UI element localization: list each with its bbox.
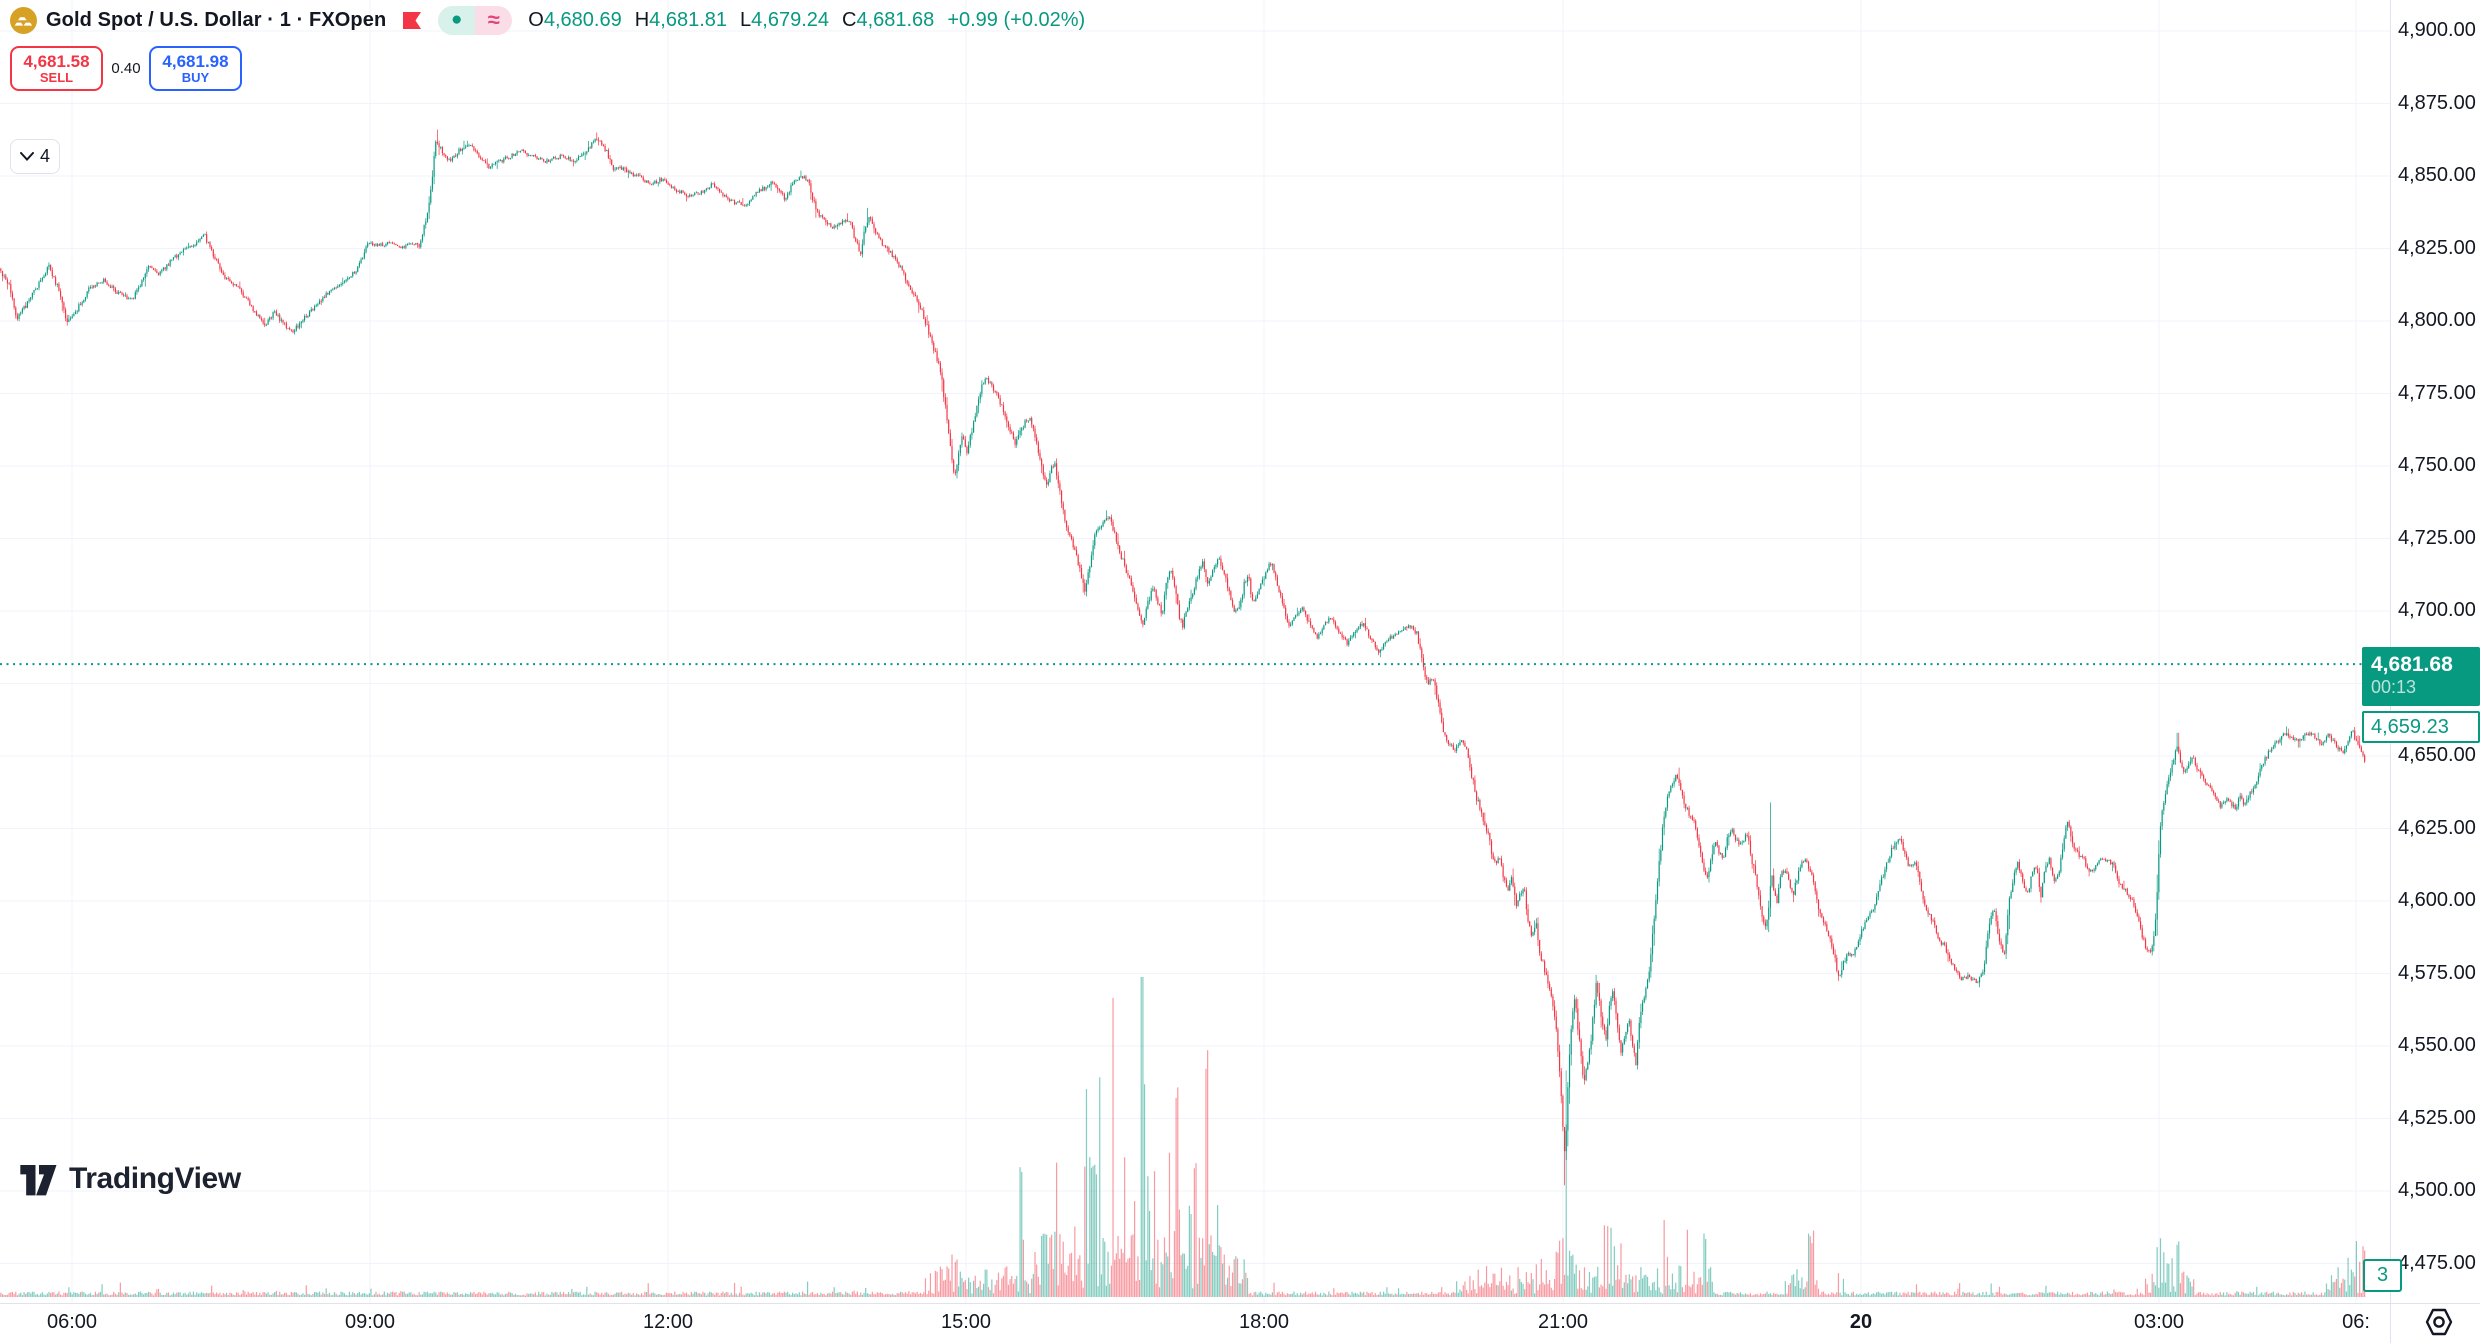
spread-value: 0.40 — [111, 60, 141, 77]
tradingview-logo-icon — [20, 1165, 57, 1196]
volume-bars-down — [0, 997, 2366, 1297]
candle-wicks-down — [0, 129, 2366, 1186]
flag-icon[interactable] — [400, 9, 423, 32]
candle-bodies-down — [0, 138, 2366, 1152]
watermark-text: TradingView — [69, 1162, 241, 1195]
time-tick-label: 18:00 — [1238, 1311, 1290, 1333]
market-status-pill[interactable]: ● ≈ — [438, 5, 513, 35]
price-tick-label: 4,625.00 — [2398, 816, 2476, 839]
price-tick-label: 4,550.00 — [2398, 1034, 2476, 1056]
time-axis-separator — [0, 1303, 2480, 1304]
trade-panel: 4,681.58 SELL 0.40 4,681.98 BUY — [10, 46, 242, 91]
price-tick-label: 4,875.00 — [2398, 91, 2476, 114]
price-tick-label: 4,525.00 — [2398, 1106, 2476, 1129]
market-open-dot-icon: ● — [438, 5, 476, 35]
time-tick-label: 12:00 — [642, 1311, 694, 1333]
candle-bodies-up — [3, 138, 2354, 1152]
time-tick-label: 03:00 — [2133, 1311, 2185, 1333]
price-tick-label: 4,600.00 — [2398, 889, 2476, 911]
last-price-label: 4,659.23 — [2362, 711, 2480, 743]
volume-bars-up — [3, 977, 2357, 1297]
time-tick-label: 15:00 — [940, 1311, 992, 1333]
symbol-title[interactable]: Gold Spot / U.S. Dollar · 1 · FXOpen — [46, 8, 387, 31]
candle-wicks-up — [3, 138, 2354, 1160]
time-tick-label: 21:00 — [1537, 1311, 1589, 1333]
price-tick-label: 4,850.00 — [2398, 164, 2476, 186]
price-tick-label: 4,575.00 — [2398, 961, 2476, 984]
symbol-legend: Gold Spot / U.S. Dollar · 1 · FXOpen ● ≈… — [10, 5, 1085, 35]
chevron-down-icon — [19, 152, 34, 161]
time-tick-label: 20 — [1849, 1311, 1873, 1333]
hidden-items-count: 4 — [39, 146, 50, 166]
time-tick-label: 06: — [2342, 1311, 2370, 1333]
grid-lines — [0, 0, 2390, 1303]
ohlc-close: C4,681.68 — [842, 8, 935, 31]
price-tick-label: 4,475.00 — [2398, 1251, 2476, 1274]
bar-close-countdown: 00:13 — [2371, 677, 2417, 698]
buy-button[interactable]: 4,681.98 BUY — [149, 46, 242, 91]
sell-button[interactable]: 4,681.58 SELL — [10, 46, 103, 91]
price-tick-label: 4,650.00 — [2398, 744, 2476, 766]
price-tick-label: 4,700.00 — [2398, 599, 2476, 621]
buy-price: 4,681.98 — [162, 51, 229, 71]
price-tick-label: 4,825.00 — [2398, 236, 2476, 259]
price-tick-label: 4,500.00 — [2398, 1179, 2476, 1201]
tradingview-watermark[interactable]: TradingView — [18, 1160, 241, 1198]
current-price-label: 4,681.68 00:13 — [2362, 647, 2480, 706]
delayed-data-icon: ≈ — [475, 5, 513, 35]
ohlc-high: H4,681.81 — [634, 8, 728, 31]
legend-collapse-chip[interactable]: 4 — [10, 139, 60, 174]
price-tick-label: 4,800.00 — [2398, 309, 2476, 331]
price-tick-label: 4,725.00 — [2398, 526, 2476, 549]
price-tick-label: 4,775.00 — [2398, 381, 2476, 404]
time-tick-label: 06:00 — [46, 1311, 98, 1333]
price-tick-label: 4,750.00 — [2398, 454, 2476, 476]
gold-symbol-icon — [10, 6, 37, 34]
sell-price: 4,681.58 — [23, 51, 90, 71]
price-tick-label: 4,900.00 — [2398, 19, 2476, 41]
ohlc-low: L4,679.24 — [740, 8, 829, 31]
current-price-value: 4,681.68 — [2371, 653, 2453, 676]
axis-settings-gear-icon[interactable] — [2421, 1304, 2457, 1340]
ohlc-legend: O4,680.69 H4,681.81 L4,679.24 C4,681.68 … — [528, 9, 1085, 32]
ohlc-open: O4,680.69 — [528, 8, 622, 31]
ohlc-change: +0.99 (+0.02%) — [947, 8, 1086, 31]
time-tick-label: 09:00 — [344, 1311, 396, 1333]
bar-replay-badge[interactable]: 3 — [2363, 1259, 2402, 1292]
